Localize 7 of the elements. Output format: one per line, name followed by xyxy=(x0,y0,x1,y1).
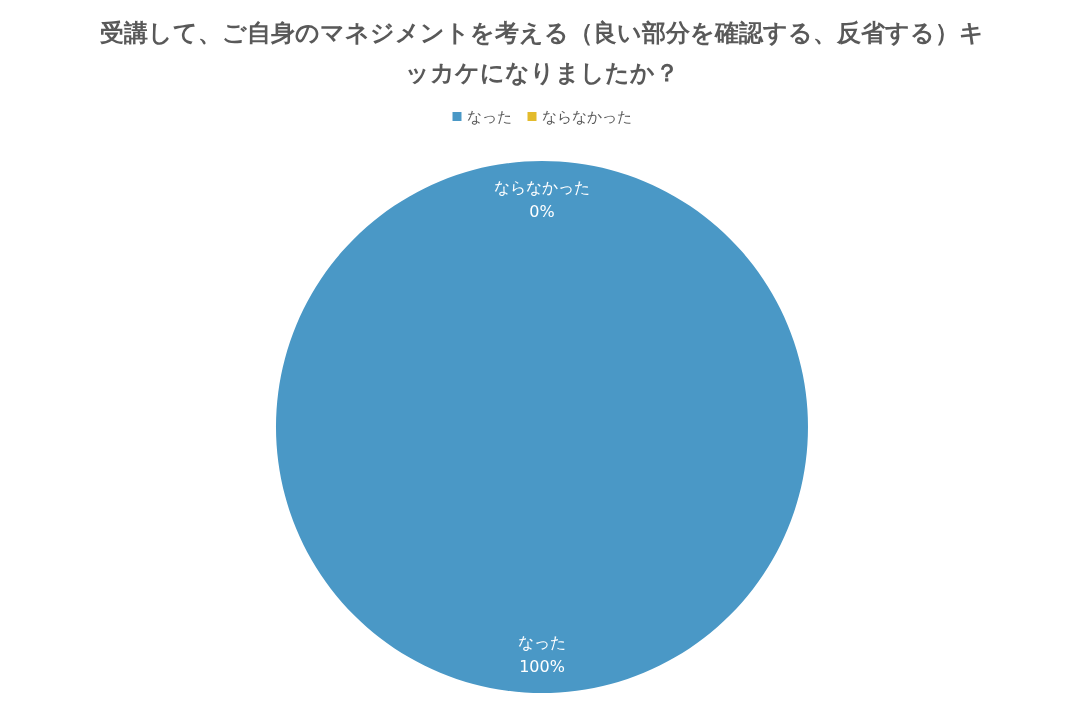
data-label: 100% xyxy=(519,656,565,676)
category-label: ならなかった xyxy=(494,178,590,198)
slice-label: なった xyxy=(518,632,566,652)
legend-label: なった xyxy=(466,107,512,126)
chart-title: 受講して、ご自身のマネジメントを考える（良い部分を確認する、反省する）キッカケになりましたか？ xyxy=(100,19,984,87)
text: 0% xyxy=(529,202,555,222)
legend-label: ならなかった xyxy=(541,107,632,126)
